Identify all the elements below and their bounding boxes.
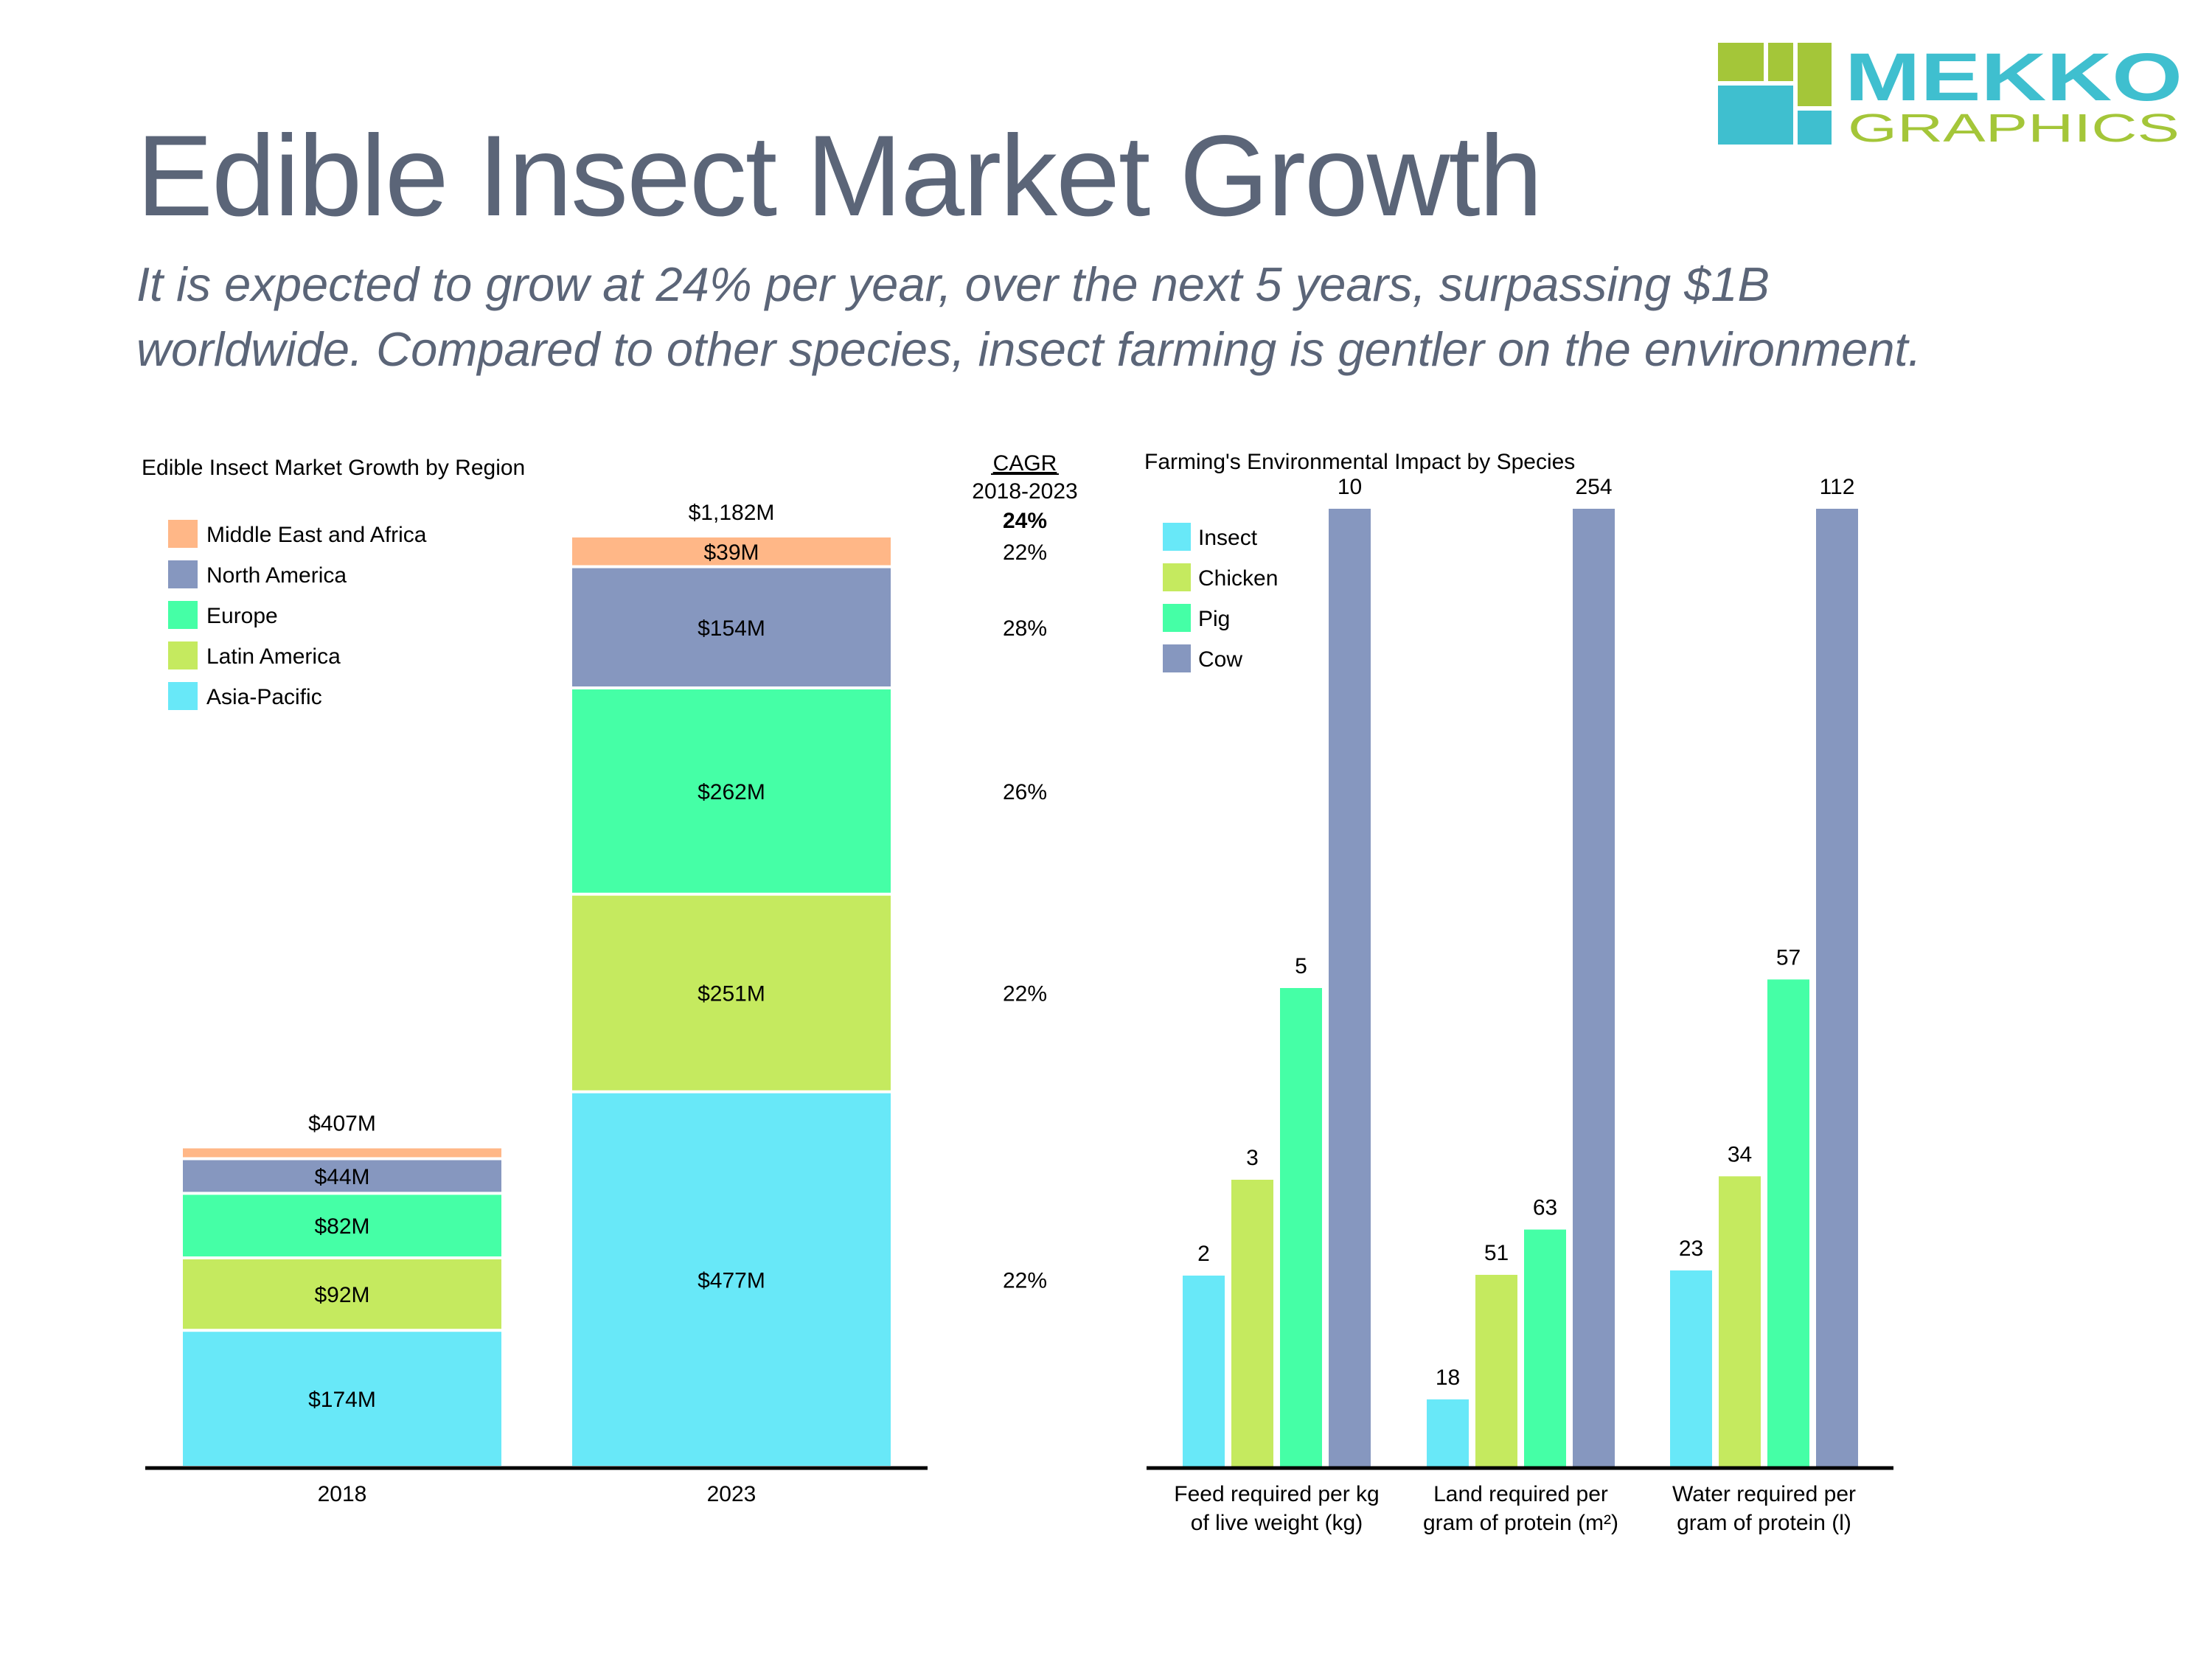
bar-value-water-required-per-pig: 57: [1776, 945, 1801, 970]
bar-water-required-per-chicken: [1719, 1176, 1761, 1467]
bar-segment-2018-europe: [183, 1194, 501, 1256]
legend-label-cow: Cow: [1198, 647, 1242, 672]
bar-segment-2023-asia-pacific: [572, 1093, 891, 1466]
segment-label-2018-asia-pacific: $174M: [308, 1388, 376, 1412]
legend-swatch-insect: [1163, 523, 1191, 551]
bar-feed-required-per-kg-insect: [1183, 1276, 1225, 1467]
left-chart-title: Edible Insect Market Growth by Region: [142, 456, 525, 480]
logo-word-graphics: GRAPHICS: [1848, 106, 2180, 146]
bar-land-required-per-insect: [1427, 1399, 1469, 1467]
species-grouped-chart: Farming's Environmental Impact by Specie…: [1144, 450, 1893, 1535]
bar-water-required-per-pig: [1767, 979, 1809, 1467]
legend-swatch-middle-east-and-africa: [168, 520, 198, 548]
legend-label-chicken: Chicken: [1198, 566, 1278, 591]
logo-block-teal-small: [1798, 111, 1832, 145]
subtitle-line-1: It is expected to grow at 24% per year, …: [136, 257, 1770, 311]
cagr-latin-america: 22%: [1003, 982, 1047, 1006]
bar-feed-required-per-kg-chicken: [1231, 1180, 1273, 1467]
legend-swatch-pig: [1163, 604, 1191, 632]
cagr-north-america: 28%: [1003, 616, 1047, 641]
bar-value-water-required-per-chicken: 34: [1728, 1142, 1752, 1166]
legend-label-asia-pacific: Asia-Pacific: [206, 685, 322, 709]
legend-label-pig: Pig: [1198, 607, 1230, 631]
legend-swatch-latin-america: [168, 641, 198, 669]
cagr-asia-pacific: 22%: [1003, 1268, 1047, 1293]
segment-label-2023-latin-america: $251M: [698, 982, 765, 1006]
legend-label-middle-east-and-africa: Middle East and Africa: [206, 523, 427, 547]
bar-segment-2018-latin-america: [183, 1259, 501, 1329]
total-label-2018: $407M: [308, 1111, 376, 1135]
bar-segment-2023-latin-america: [572, 895, 891, 1091]
bar-water-required-per-cow: [1816, 509, 1858, 1467]
logo-block-green-mid: [1768, 43, 1793, 81]
page-title: Edible Insect Market Growth: [136, 112, 1543, 240]
legend-swatch-asia-pacific: [168, 682, 198, 710]
bar-segment-2018-asia-pacific: [183, 1332, 501, 1466]
x-tick-label-2018: 2018: [318, 1482, 367, 1506]
right-chart-title: Farming's Environmental Impact by Specie…: [1144, 450, 1575, 474]
x-tick-label-land-required-per-line-1: Land required per: [1433, 1482, 1608, 1506]
subtitle-line-2: worldwide. Compared to other species, in…: [136, 322, 1921, 376]
segment-label-2018-latin-america: $92M: [314, 1283, 369, 1307]
logo-block-green-tall: [1798, 43, 1832, 106]
bar-feed-required-per-kg-pig: [1280, 988, 1322, 1467]
x-tick-label-water-required-per-line-1: Water required per: [1672, 1482, 1856, 1506]
segment-label-2023-asia-pacific: $477M: [698, 1268, 765, 1293]
legend-label-latin-america: Latin America: [206, 644, 341, 669]
total-label-2023: $1,182M: [689, 501, 775, 525]
legend-swatch-europe: [168, 601, 198, 629]
bar-value-feed-required-per-kg-chicken: 3: [1246, 1146, 1259, 1170]
legend-swatch-chicken: [1163, 563, 1191, 591]
bar-value-land-required-per-pig: 63: [1533, 1196, 1557, 1220]
cagr-middle-east-and-africa: 22%: [1003, 540, 1047, 565]
x-tick-label-feed-required-per-kg-line-2: of live weight (kg): [1191, 1511, 1363, 1535]
bar-segment-2023-north-america: [572, 568, 891, 686]
x-tick-label-water-required-per-line-2: gram of protein (l): [1677, 1511, 1851, 1535]
logo-word-mekko: MEKKO: [1845, 43, 2183, 115]
segment-label-2023-north-america: $154M: [698, 616, 765, 641]
bar-value-land-required-per-cow: 254: [1575, 475, 1612, 499]
cagr-period: 2018-2023: [972, 479, 1077, 504]
x-tick-label-2023: 2023: [707, 1482, 757, 1506]
bar-land-required-per-cow: [1573, 509, 1615, 1467]
bar-feed-required-per-kg-cow: [1329, 509, 1371, 1467]
cagr-europe: 26%: [1003, 780, 1047, 804]
legend-label-north-america: North America: [206, 563, 347, 588]
logo-block-green-large: [1718, 43, 1764, 81]
x-tick-label-feed-required-per-kg-line-1: Feed required per kg: [1174, 1482, 1380, 1506]
legend-label-insect: Insect: [1198, 526, 1258, 550]
bar-value-feed-required-per-kg-pig: 5: [1295, 954, 1307, 978]
segment-label-2018-north-america: $44M: [314, 1165, 369, 1189]
bar-segment-2023-europe: [572, 689, 891, 893]
bar-value-water-required-per-cow: 112: [1820, 475, 1855, 499]
legend-swatch-north-america: [168, 560, 198, 588]
x-tick-label-land-required-per-line-2: gram of protein (m²): [1423, 1511, 1618, 1535]
mekko-graphics-logo: MEKKO GRAPHICS: [1718, 43, 2183, 146]
segment-label-2023-middle-east-and-africa: $39M: [703, 540, 759, 565]
bar-value-feed-required-per-kg-cow: 10: [1338, 475, 1362, 499]
segment-label-2023-europe: $262M: [698, 780, 765, 804]
bar-value-feed-required-per-kg-insect: 2: [1197, 1242, 1210, 1266]
segment-label-2018-europe: $82M: [314, 1214, 369, 1239]
bar-segment-2023-middle-east-and-africa: [572, 537, 891, 566]
cagr-header: CAGR: [993, 451, 1057, 476]
bar-land-required-per-chicken: [1475, 1274, 1517, 1467]
bar-value-land-required-per-insect: 18: [1436, 1366, 1460, 1390]
bar-water-required-per-insect: [1670, 1270, 1712, 1467]
bar-land-required-per-pig: [1524, 1229, 1566, 1467]
bar-value-land-required-per-chicken: 51: [1484, 1241, 1509, 1265]
regional-stacked-chart: Edible Insect Market Growth by Region Mid…: [142, 451, 1078, 1506]
legend-swatch-cow: [1163, 644, 1191, 672]
cagr-total: 24%: [1003, 509, 1047, 533]
logo-block-teal-large: [1718, 86, 1793, 145]
bar-value-water-required-per-insect: 23: [1679, 1237, 1703, 1261]
bar-segment-2018-middle-east-and-africa: [183, 1148, 501, 1158]
legend-label-europe: Europe: [206, 604, 278, 628]
bar-segment-2018-north-america: [183, 1160, 501, 1192]
